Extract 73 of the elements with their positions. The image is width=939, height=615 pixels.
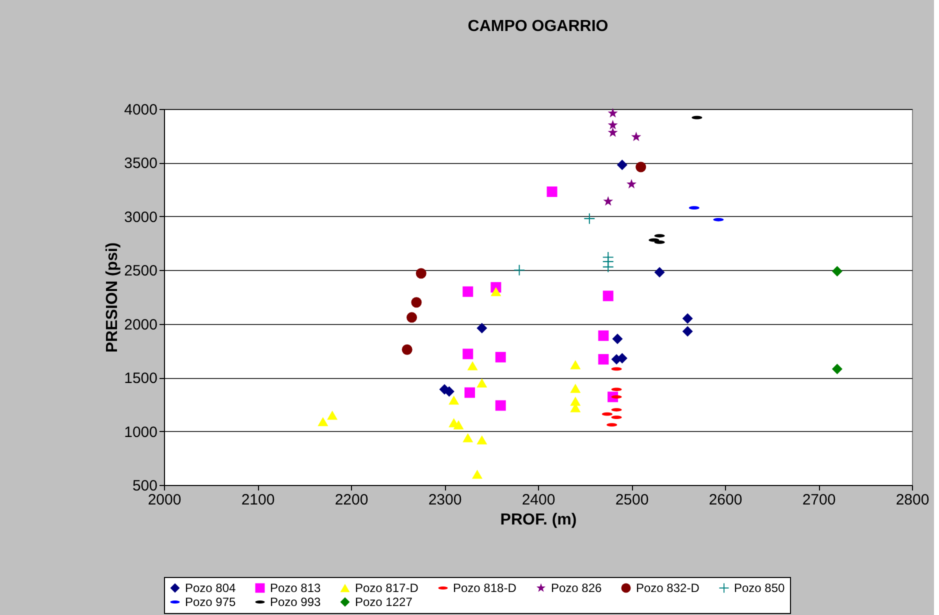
point xyxy=(570,384,581,393)
chart-title: CAMPO OGARRIO xyxy=(468,18,608,35)
legend-label: Pozo 804 xyxy=(185,581,236,595)
point xyxy=(602,262,614,272)
y-axis-title: PRESION (psi) xyxy=(104,242,122,353)
point xyxy=(570,360,581,370)
point xyxy=(467,361,478,370)
point xyxy=(406,312,418,323)
point xyxy=(462,348,474,360)
point xyxy=(636,162,646,172)
point xyxy=(476,322,488,334)
point xyxy=(598,354,609,365)
point xyxy=(462,286,474,297)
point xyxy=(495,352,506,362)
point xyxy=(608,108,618,118)
point xyxy=(411,297,422,308)
point xyxy=(603,196,614,206)
point xyxy=(476,435,488,444)
legend-label: Pozo 817-D xyxy=(355,581,419,595)
point xyxy=(682,313,693,324)
point xyxy=(608,120,618,130)
point xyxy=(584,213,595,224)
x-tick-label: 2800 xyxy=(896,492,930,508)
point xyxy=(318,417,328,426)
x-tick-label: 2400 xyxy=(522,492,556,508)
point xyxy=(448,396,460,405)
x-axis-title: PROF. (m) xyxy=(500,512,577,528)
point xyxy=(631,132,642,142)
point xyxy=(616,160,628,170)
y-tick-label: 1500 xyxy=(124,370,158,388)
x-tick-label: 2600 xyxy=(708,492,742,508)
y-tick-label: 2500 xyxy=(124,262,158,280)
point xyxy=(546,186,558,197)
x-tick-label: 2300 xyxy=(428,492,462,508)
point xyxy=(490,287,502,296)
point xyxy=(608,127,618,137)
legend-label: Pozo 832-D xyxy=(636,581,700,595)
point xyxy=(654,267,665,278)
y-tick-label: 1000 xyxy=(124,424,158,441)
point xyxy=(416,268,426,279)
y-tick-label: 3000 xyxy=(124,208,158,226)
x-tick-label: 2000 xyxy=(148,492,182,508)
point xyxy=(626,178,636,188)
legend-label: Pozo 993 xyxy=(270,595,322,609)
point xyxy=(402,344,412,355)
x-tick-label: 2100 xyxy=(241,492,275,508)
point xyxy=(476,378,488,388)
point xyxy=(462,433,474,442)
legend-label: Pozo 813 xyxy=(270,581,322,595)
point xyxy=(832,364,842,374)
x-tick-label: 2500 xyxy=(615,492,649,508)
point xyxy=(612,334,623,344)
legend-label: Pozo 1227 xyxy=(355,595,413,609)
legend-label: Pozo 818-D xyxy=(453,581,517,595)
point xyxy=(832,266,842,276)
point xyxy=(472,470,482,479)
y-tick-label: 2000 xyxy=(124,316,158,334)
point xyxy=(453,420,464,430)
x-tick-label: 2700 xyxy=(802,492,836,508)
point xyxy=(327,410,338,420)
legend-label: Pozo 826 xyxy=(551,581,602,595)
point xyxy=(495,400,506,411)
y-tick-label: 4000 xyxy=(124,102,158,118)
legend-label: Pozo 975 xyxy=(185,595,236,609)
y-tick-label: 3500 xyxy=(124,155,158,172)
point xyxy=(464,387,475,398)
point xyxy=(514,264,525,276)
x-tick-label: 2200 xyxy=(334,492,368,508)
point xyxy=(602,290,614,302)
y-tick-label: 500 xyxy=(132,478,158,494)
legend-label: Pozo 850 xyxy=(734,581,786,595)
point xyxy=(682,326,693,337)
point xyxy=(598,330,609,341)
